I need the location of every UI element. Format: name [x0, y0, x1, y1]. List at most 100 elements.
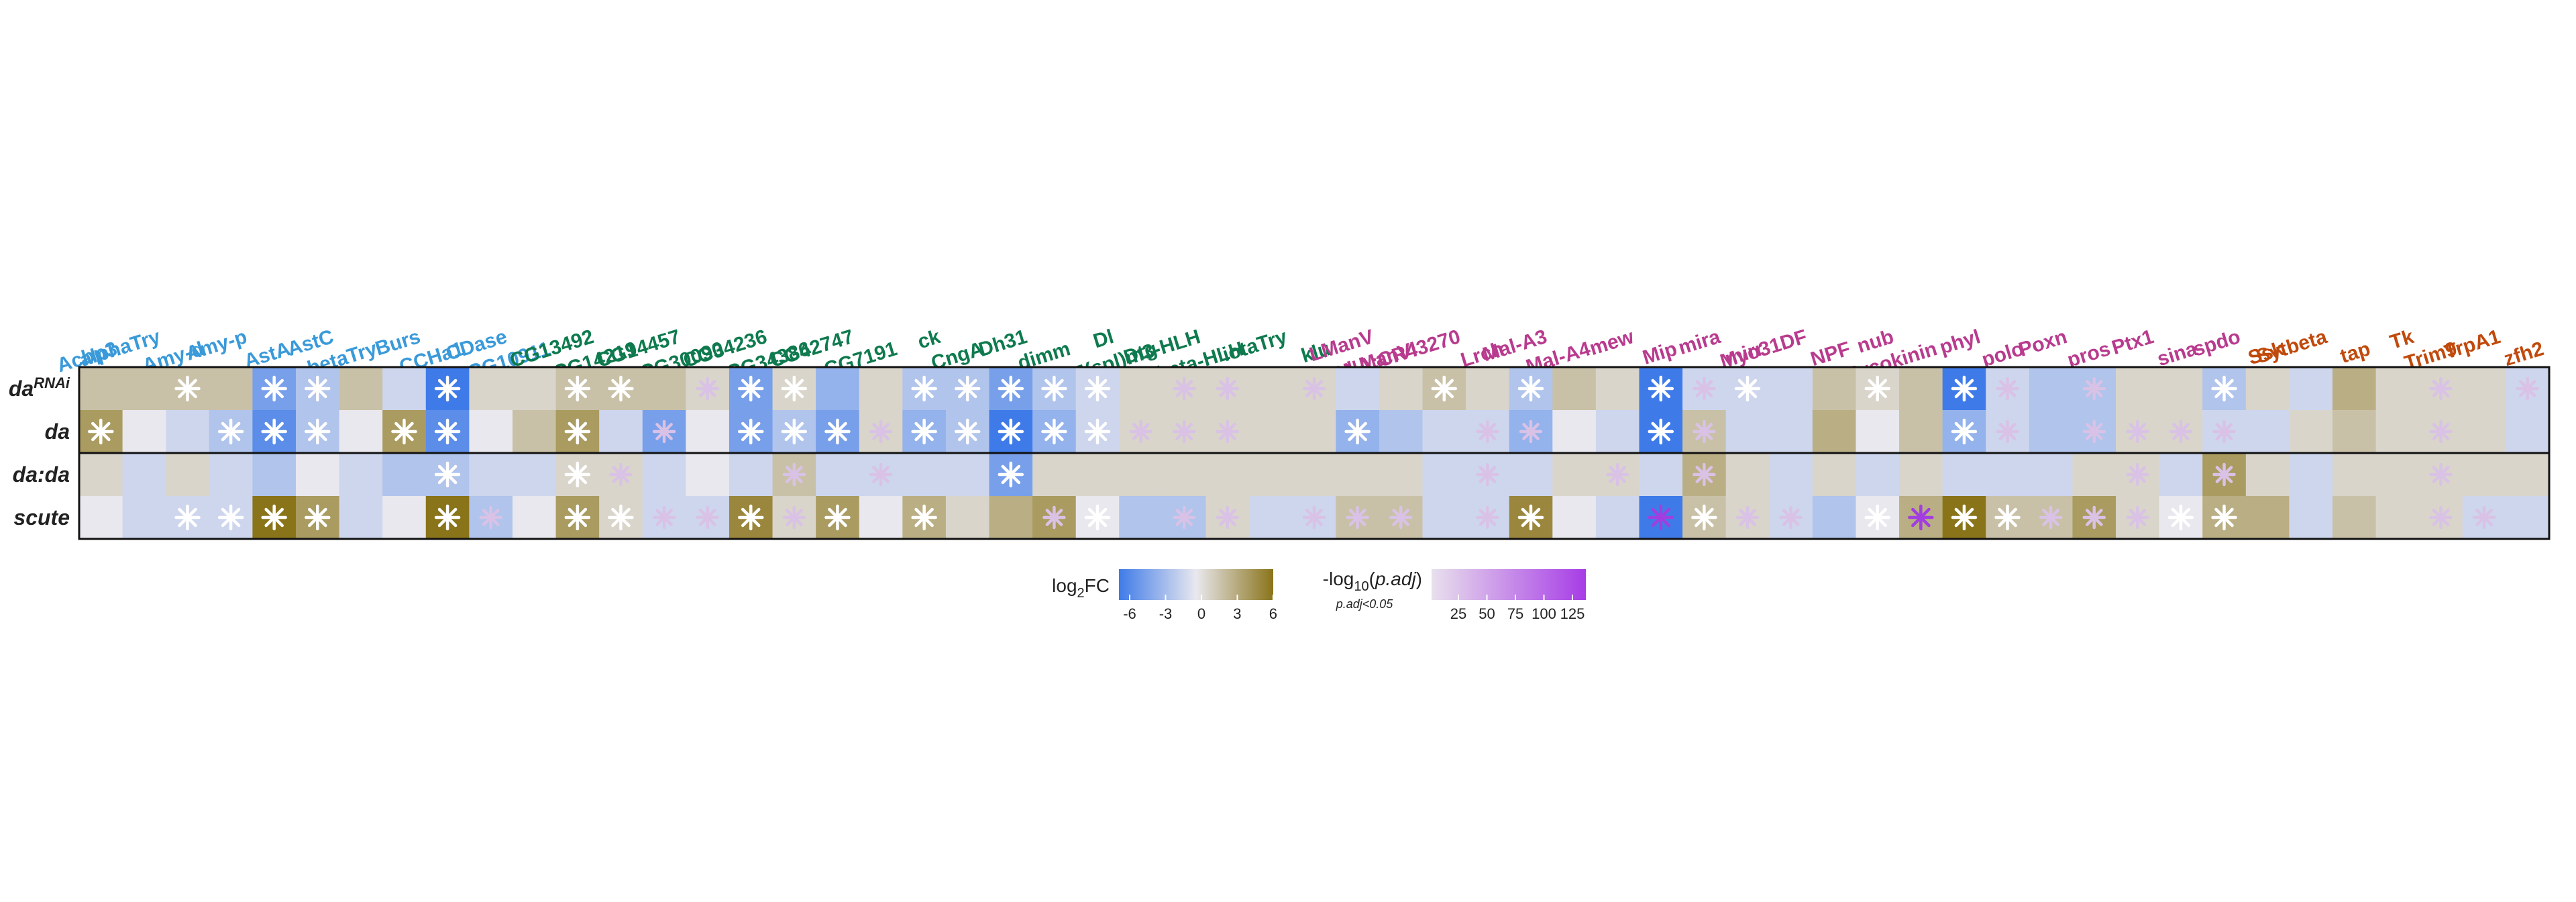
heatmap-cell	[1292, 453, 1336, 496]
gene-label: mira	[1676, 325, 1723, 359]
significance-star	[824, 504, 851, 531]
heatmap-cell	[686, 453, 730, 496]
gene-label: iotaTry	[1220, 325, 1290, 366]
significance-star	[1734, 375, 1761, 402]
padj-tick-label: 100	[1532, 605, 1556, 622]
gene-label: TrpA1	[2442, 325, 2503, 363]
significance-star	[1476, 419, 1499, 444]
heatmap-cells	[78, 366, 2551, 540]
significance-star	[2082, 377, 2106, 401]
significance-star	[1344, 418, 1371, 445]
heatmap-cell	[1379, 410, 1424, 453]
heatmap-cell	[2029, 367, 2074, 410]
heatmap-cell	[1552, 453, 1597, 496]
heatmap-cell	[209, 367, 253, 410]
heatmap-cell	[382, 453, 427, 496]
heatmap-cell	[382, 496, 427, 539]
heatmap-cell	[989, 496, 1033, 539]
padj-tick-label: 50	[1479, 605, 1495, 622]
heatmap-cell	[902, 453, 947, 496]
heatmap-cell	[295, 453, 340, 496]
significance-star	[2212, 462, 2236, 487]
heatmap-cell	[512, 367, 557, 410]
heatmap-cell	[122, 453, 166, 496]
heatmap-cell	[2332, 410, 2377, 453]
heatmap-cell	[339, 453, 383, 496]
row-label: da	[45, 419, 70, 444]
log2fc-legend: log2FC -6 -3 0 3 6	[1052, 569, 1277, 622]
significance-star	[954, 375, 981, 402]
heatmap-cell	[1422, 496, 1466, 539]
significance-star	[564, 461, 591, 488]
heatmap-cell	[945, 453, 990, 496]
heatmap-cell	[1119, 496, 1163, 539]
heatmap-cell	[2289, 410, 2333, 453]
significance-stars	[88, 375, 2539, 531]
significance-star	[434, 418, 461, 445]
heatmap-cell	[1725, 410, 1770, 453]
significance-star	[1084, 504, 1111, 531]
significance-star	[2169, 419, 2193, 444]
significance-star	[1084, 418, 1111, 445]
significance-star	[869, 419, 893, 444]
significance-star	[2516, 377, 2539, 401]
significance-star	[564, 504, 591, 531]
significance-star	[1042, 505, 1066, 530]
significance-star	[1693, 462, 1716, 487]
significance-star	[1041, 375, 1067, 402]
heatmap-cell	[1249, 453, 1293, 496]
heatmap-cell	[1032, 453, 1077, 496]
heatmap-cell	[1466, 367, 1510, 410]
significance-star	[2211, 504, 2237, 531]
heatmap-cell	[2116, 367, 2160, 410]
significance-star	[1216, 377, 1240, 401]
significance-star	[391, 418, 417, 445]
significance-star	[1302, 377, 1326, 401]
significance-star	[737, 504, 764, 531]
significance-star	[2082, 505, 2106, 530]
heatmap-cell	[2072, 453, 2116, 496]
heatmap-cell	[382, 367, 427, 410]
heatmap-cell	[1336, 367, 1380, 410]
gene-label: spdo	[2190, 325, 2243, 361]
significance-star	[2429, 462, 2453, 487]
heatmap-cell	[2029, 453, 2074, 496]
heatmap-cell	[1812, 496, 1857, 539]
heatmap-cell	[1899, 410, 1943, 453]
padj-tick-label: 25	[1450, 605, 1466, 622]
significance-star	[782, 462, 806, 487]
heatmap-cell	[339, 367, 383, 410]
heatmap-cell	[1162, 453, 1207, 496]
significance-star	[1172, 419, 1196, 444]
highlight-frame	[78, 366, 2551, 454]
significance-star	[1648, 504, 1674, 531]
significance-star	[1302, 505, 1326, 530]
significance-star	[998, 375, 1024, 402]
significance-star	[998, 461, 1024, 488]
significance-star	[1172, 377, 1196, 401]
heatmap-cell	[859, 367, 903, 410]
significance-star	[1172, 505, 1196, 530]
significance-star	[1605, 462, 1629, 487]
significance-star	[1691, 504, 1717, 531]
significance-star	[217, 504, 244, 531]
significance-star	[1951, 375, 1978, 402]
row-label: scute	[13, 505, 70, 530]
heatmap-cell	[1249, 367, 1293, 410]
heatmap-cell	[1595, 367, 1640, 410]
heatmap-cell	[469, 367, 513, 410]
significance-star	[1648, 375, 1674, 402]
heatmap-cell	[2506, 410, 2550, 453]
heatmap-cell	[1812, 410, 1857, 453]
significance-star	[2472, 505, 2496, 530]
padj-tick-label: 125	[1560, 605, 1585, 622]
heatmap-cell	[816, 367, 860, 410]
heatmap-cell	[1509, 453, 1553, 496]
significance-star	[434, 375, 461, 402]
heatmap-cell	[1595, 496, 1640, 539]
heatmap-cell	[512, 496, 557, 539]
heatmap-cell	[1899, 367, 1943, 410]
heatmap-cell	[512, 453, 557, 496]
row-label: daRNAi	[9, 374, 70, 401]
significance-star	[608, 375, 634, 402]
